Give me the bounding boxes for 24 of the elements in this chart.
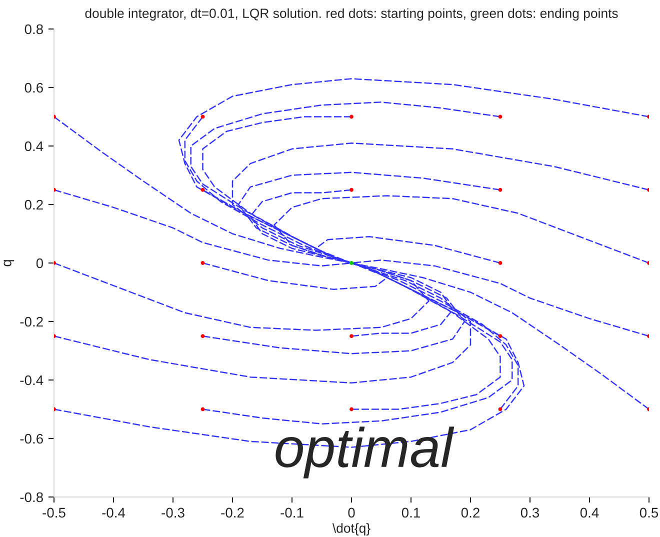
x-tick-label: 0.5 bbox=[640, 508, 658, 518]
x-tick-label: 0.1 bbox=[402, 508, 420, 518]
x-axis-title: \dot{q} bbox=[332, 523, 370, 536]
x-tick-label: 0.3 bbox=[520, 508, 540, 518]
y-tick-label: 0.8 bbox=[24, 24, 43, 34]
x-tick-label: 0.4 bbox=[580, 508, 599, 518]
x-tick-label: 0.2 bbox=[461, 508, 480, 518]
chart-title: double integrator, dt=0.01, LQR solution. red dots: starting points, green dots: ending points bbox=[85, 8, 618, 21]
y-axis-title: q bbox=[4, 260, 14, 266]
y-tick-label: 0.6 bbox=[24, 82, 43, 93]
y-tick-label: 0.2 bbox=[24, 200, 43, 210]
x-tick-label: -0.1 bbox=[280, 508, 304, 518]
x-tick-label: 0 bbox=[348, 508, 355, 518]
x-tick-label: -0.5 bbox=[42, 508, 66, 518]
x-tick-label: -0.4 bbox=[102, 508, 126, 518]
y-tick-label: -0.2 bbox=[20, 316, 43, 327]
x-tick-label: -0.3 bbox=[162, 508, 184, 518]
annotation: optimal bbox=[276, 426, 454, 478]
y-tick-label: -0.6 bbox=[20, 434, 43, 444]
y-tick-label: -0.8 bbox=[20, 492, 43, 502]
x-tick-label: -0.2 bbox=[221, 508, 244, 518]
y-tick-label: 0 bbox=[36, 258, 44, 268]
y-tick-label: -0.4 bbox=[20, 375, 44, 386]
y-tick-label: 0.4 bbox=[24, 141, 44, 152]
